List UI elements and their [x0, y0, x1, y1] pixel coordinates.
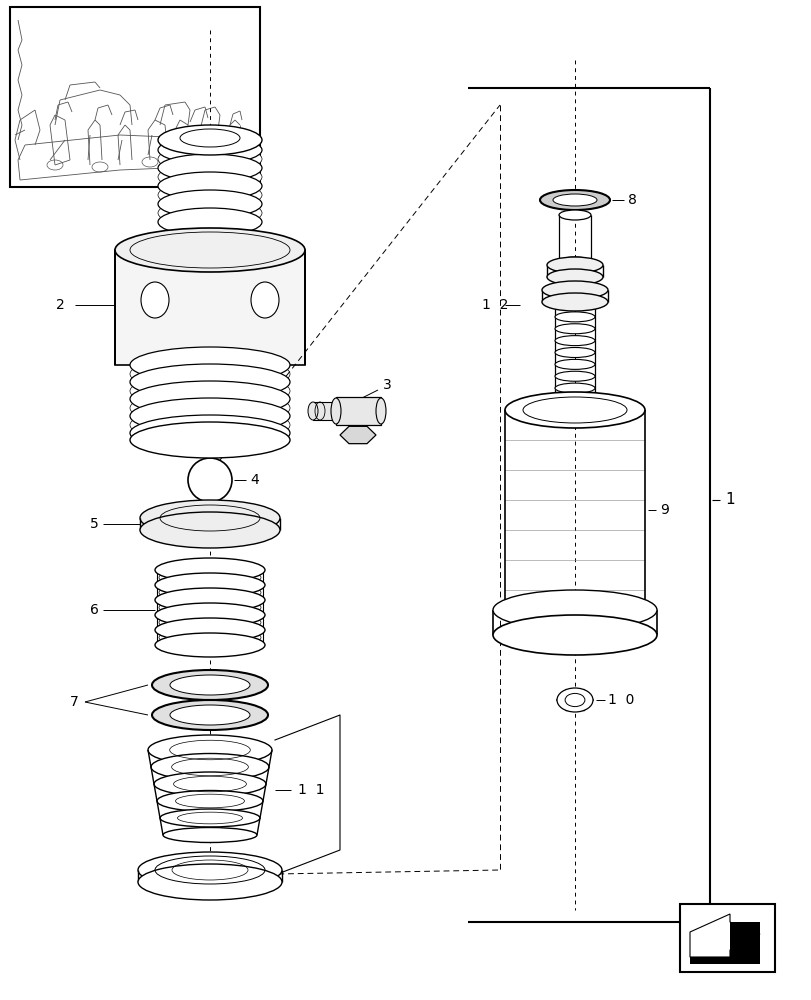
Ellipse shape — [554, 300, 594, 310]
Text: 3: 3 — [383, 378, 391, 392]
Polygon shape — [729, 922, 759, 957]
Text: 1  0: 1 0 — [607, 693, 633, 707]
Ellipse shape — [158, 136, 262, 164]
Ellipse shape — [492, 615, 656, 655]
Ellipse shape — [155, 633, 264, 657]
Ellipse shape — [547, 269, 603, 285]
Ellipse shape — [130, 373, 290, 409]
Ellipse shape — [139, 500, 280, 536]
Ellipse shape — [130, 356, 290, 392]
Ellipse shape — [130, 347, 290, 383]
Ellipse shape — [152, 700, 268, 730]
Text: 1  2: 1 2 — [482, 298, 508, 312]
Ellipse shape — [180, 129, 240, 147]
Ellipse shape — [158, 125, 262, 155]
Polygon shape — [689, 957, 759, 964]
Text: 6: 6 — [90, 603, 99, 617]
Ellipse shape — [492, 590, 656, 630]
Ellipse shape — [554, 359, 594, 369]
Ellipse shape — [188, 458, 232, 502]
Ellipse shape — [130, 381, 290, 417]
Ellipse shape — [556, 688, 592, 712]
Ellipse shape — [158, 208, 262, 236]
Text: 5: 5 — [90, 517, 99, 531]
Ellipse shape — [138, 864, 281, 900]
Ellipse shape — [130, 364, 290, 400]
Ellipse shape — [554, 383, 594, 393]
Ellipse shape — [139, 512, 280, 548]
Ellipse shape — [130, 415, 290, 451]
Text: 7: 7 — [70, 695, 79, 709]
Ellipse shape — [158, 181, 262, 209]
Ellipse shape — [138, 852, 281, 888]
Ellipse shape — [148, 735, 272, 765]
Text: 9: 9 — [659, 503, 668, 517]
Ellipse shape — [130, 407, 290, 443]
Ellipse shape — [158, 163, 262, 191]
Ellipse shape — [552, 194, 596, 206]
Bar — [10, 7, 260, 187]
Bar — [115, 250, 305, 365]
Ellipse shape — [539, 190, 609, 210]
Ellipse shape — [141, 282, 169, 318]
Ellipse shape — [155, 618, 264, 642]
Ellipse shape — [160, 809, 260, 827]
Ellipse shape — [554, 336, 594, 346]
Text: 8: 8 — [627, 193, 636, 207]
Ellipse shape — [547, 257, 603, 273]
Ellipse shape — [541, 293, 607, 311]
Ellipse shape — [158, 145, 262, 173]
Ellipse shape — [541, 281, 607, 299]
Polygon shape — [689, 914, 759, 957]
Ellipse shape — [158, 199, 262, 227]
Bar — [312, 402, 337, 420]
Text: 4: 4 — [250, 473, 259, 487]
Ellipse shape — [130, 390, 290, 426]
Text: 1  1: 1 1 — [298, 783, 324, 797]
Ellipse shape — [154, 772, 266, 796]
Ellipse shape — [169, 705, 250, 725]
Ellipse shape — [158, 190, 262, 218]
Ellipse shape — [130, 398, 290, 434]
Ellipse shape — [155, 603, 264, 627]
Ellipse shape — [554, 348, 594, 358]
Ellipse shape — [554, 324, 594, 334]
Ellipse shape — [554, 395, 594, 405]
Polygon shape — [340, 426, 375, 444]
Ellipse shape — [130, 422, 290, 458]
Ellipse shape — [163, 827, 257, 842]
Ellipse shape — [158, 154, 262, 182]
Ellipse shape — [558, 257, 590, 267]
Ellipse shape — [157, 790, 263, 811]
Ellipse shape — [554, 312, 594, 322]
Ellipse shape — [375, 398, 385, 424]
Ellipse shape — [331, 398, 341, 424]
Ellipse shape — [504, 392, 644, 428]
Ellipse shape — [307, 402, 318, 420]
Text: 2: 2 — [56, 298, 64, 312]
Ellipse shape — [155, 573, 264, 597]
Text: 1: 1 — [724, 492, 734, 508]
Ellipse shape — [152, 670, 268, 700]
Ellipse shape — [251, 282, 279, 318]
Ellipse shape — [169, 675, 250, 695]
Ellipse shape — [155, 588, 264, 612]
Ellipse shape — [554, 371, 594, 381]
Ellipse shape — [155, 558, 264, 582]
Ellipse shape — [151, 754, 268, 780]
Bar — [679, 904, 774, 972]
Ellipse shape — [158, 172, 262, 200]
Bar — [336, 397, 380, 425]
Ellipse shape — [115, 228, 305, 272]
Ellipse shape — [558, 210, 590, 220]
